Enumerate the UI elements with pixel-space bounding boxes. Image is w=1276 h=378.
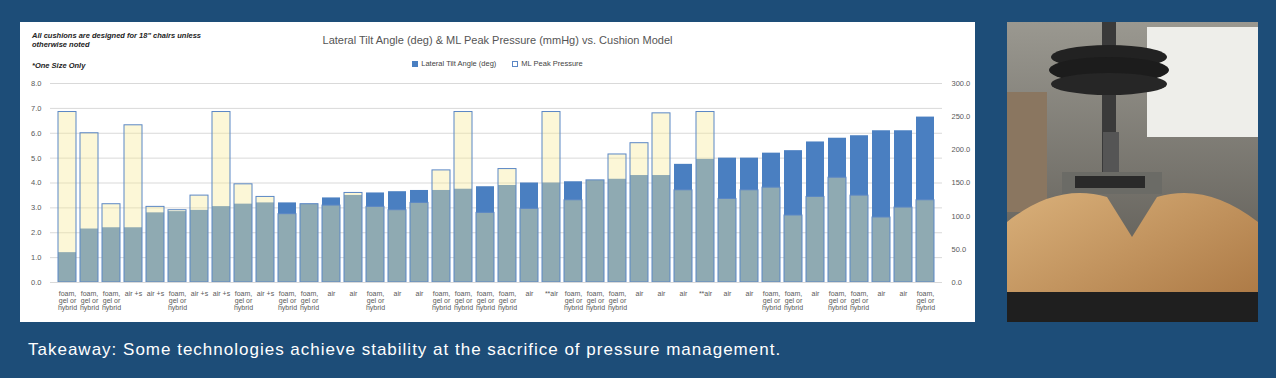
svg-text:air: air <box>658 290 666 297</box>
svg-text:2.0: 2.0 <box>31 228 41 237</box>
svg-text:foam,gel orhybrid: foam,gel orhybrid <box>366 290 385 312</box>
svg-text:air: air <box>900 290 908 297</box>
svg-text:foam,gel orhybrid: foam,gel orhybrid <box>168 290 187 312</box>
html-text:Lateral Tilt Angle (deg) & ML: Lateral Tilt Angle (deg) & ML Peak Press… <box>322 34 673 46</box>
svg-text:foam,gel orhybrid: foam,gel orhybrid <box>762 290 781 312</box>
html-text:*One Size Only: *One Size Only <box>32 61 86 70</box>
svg-text:air: air <box>328 290 336 297</box>
svg-text:air: air <box>680 290 688 297</box>
svg-text:air +s: air +s <box>257 290 275 297</box>
svg-text:foam,gel orhybrid: foam,gel orhybrid <box>784 290 803 312</box>
svg-text:300.0: 300.0 <box>952 79 971 88</box>
svg-text:8.0: 8.0 <box>31 79 41 88</box>
svg-text:air: air <box>878 290 886 297</box>
svg-text:foam,gel orhybrid: foam,gel orhybrid <box>432 290 451 312</box>
svg-text:6.0: 6.0 <box>31 129 41 138</box>
svg-text:50.0: 50.0 <box>952 245 967 254</box>
svg-text:foam,gel orhybrid: foam,gel orhybrid <box>300 290 319 312</box>
svg-text:foam,gel orhybrid: foam,gel orhybrid <box>586 290 605 312</box>
svg-text:air: air <box>812 290 820 297</box>
svg-text:**air: **air <box>545 290 559 297</box>
svg-text:air +s: air +s <box>213 290 231 297</box>
svg-text:air: air <box>724 290 732 297</box>
svg-text:air: air <box>636 290 644 297</box>
svg-text:3.0: 3.0 <box>31 203 41 212</box>
svg-text:foam,gel orhybrid: foam,gel orhybrid <box>476 290 495 312</box>
svg-text:foam,gel orhybrid: foam,gel orhybrid <box>278 290 297 312</box>
svg-text:air: air <box>416 290 424 297</box>
svg-text:200.0: 200.0 <box>952 145 971 154</box>
svg-text:foam,gel orhybrid: foam,gel orhybrid <box>454 290 473 312</box>
svg-text:foam,gel orhybrid: foam,gel orhybrid <box>58 290 77 312</box>
svg-text:150.0: 150.0 <box>952 178 971 187</box>
svg-text:air +s: air +s <box>147 290 165 297</box>
svg-text:100.0: 100.0 <box>952 212 971 221</box>
svg-text:4.0: 4.0 <box>31 178 41 187</box>
svg-text:foam,gel orhybrid: foam,gel orhybrid <box>564 290 583 312</box>
svg-text:250.0: 250.0 <box>952 112 971 121</box>
svg-text:foam,gel orhybrid: foam,gel orhybrid <box>850 290 869 312</box>
svg-text:air: air <box>746 290 754 297</box>
svg-text:5.0: 5.0 <box>31 154 41 163</box>
svg-text:0.0: 0.0 <box>952 278 962 287</box>
svg-text:air: air <box>526 290 534 297</box>
svg-text:foam,gel orhybrid: foam,gel orhybrid <box>102 290 121 312</box>
svg-text:**air: **air <box>699 290 713 297</box>
svg-text:7.0: 7.0 <box>31 104 41 113</box>
html-text:All cushions are designed for: All cushions are designed for 18" chairs… <box>32 31 201 49</box>
svg-text:foam,gel orhybrid: foam,gel orhybrid <box>80 290 99 312</box>
html-text:Takeaway: Some technologies ac: Takeaway: Some technologies achieve stab… <box>28 340 782 359</box>
svg-text:foam,gel orhybrid: foam,gel orhybrid <box>916 290 935 312</box>
svg-text:air: air <box>394 290 402 297</box>
svg-text:1.0: 1.0 <box>31 253 41 262</box>
html-text:Lateral Tilt Angle (deg): Lateral Tilt Angle (deg) <box>421 59 497 68</box>
svg-text:foam,gel orhybrid: foam,gel orhybrid <box>498 290 517 312</box>
svg-text:air +s: air +s <box>191 290 209 297</box>
svg-text:0.0: 0.0 <box>31 278 41 287</box>
svg-text:foam,gel orhybrid: foam,gel orhybrid <box>234 290 253 312</box>
svg-text:air: air <box>350 290 358 297</box>
svg-text:foam,gel orhybrid: foam,gel orhybrid <box>608 290 627 312</box>
html-text:ML Peak Pressure: ML Peak Pressure <box>521 59 583 68</box>
svg-text:air +s: air +s <box>125 290 143 297</box>
svg-text:foam,gel orhybrid: foam,gel orhybrid <box>828 290 847 312</box>
